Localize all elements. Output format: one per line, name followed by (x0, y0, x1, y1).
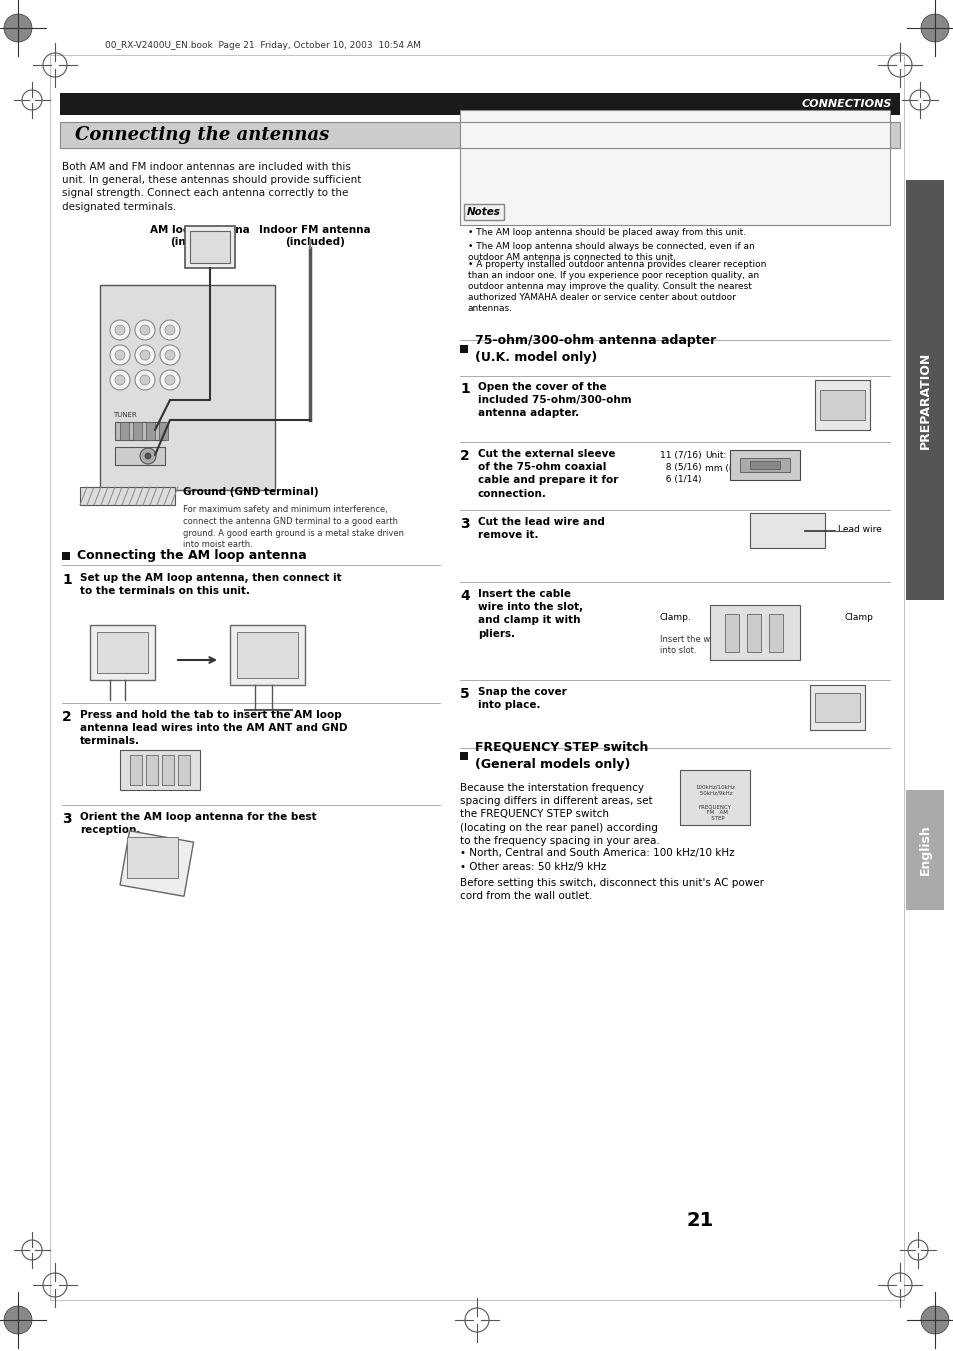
Text: • The AM loop antenna should be placed away from this unit.: • The AM loop antenna should be placed a… (468, 228, 745, 236)
Bar (749, 513, 824, 549)
Bar (905, 790, 943, 911)
Text: 75-ohm/300-ohm antenna adapter
(U.K. model only): 75-ohm/300-ohm antenna adapter (U.K. mod… (475, 334, 716, 363)
Text: FM ANT: FM ANT (118, 454, 138, 459)
Bar (146, 755, 158, 785)
Circle shape (115, 350, 125, 359)
Bar (132, 422, 142, 440)
Bar (115, 422, 165, 440)
Text: Connecting the antennas: Connecting the antennas (75, 126, 329, 145)
Circle shape (165, 326, 174, 335)
Circle shape (115, 326, 125, 335)
Text: 1: 1 (459, 382, 469, 396)
Text: Insert the cable
wire into the slot,
and clamp it with
pliers.: Insert the cable wire into the slot, and… (477, 589, 582, 639)
Bar (709, 605, 800, 661)
Circle shape (140, 326, 150, 335)
Circle shape (145, 453, 151, 459)
Text: Indoor FM antenna
(included): Indoor FM antenna (included) (259, 226, 371, 247)
Circle shape (135, 320, 154, 340)
Bar (814, 380, 869, 430)
Text: • The AM loop antenna should always be connected, even if an
outdoor AM antenna : • The AM loop antenna should always be c… (468, 242, 754, 262)
Bar (679, 770, 749, 825)
Bar (127, 838, 178, 878)
Circle shape (135, 370, 154, 390)
Text: Insert the wire
into slot.: Insert the wire into slot. (659, 635, 720, 655)
Bar (146, 422, 154, 440)
Text: 5: 5 (459, 688, 469, 701)
Text: Set up the AM loop antenna, then connect it
to the terminals on this unit.: Set up the AM loop antenna, then connect… (80, 573, 341, 596)
Circle shape (160, 320, 180, 340)
Circle shape (115, 376, 125, 385)
Text: 1: 1 (62, 573, 71, 586)
Text: Open the cover of the
included 75-ohm/300-ohm
antenna adapter.: Open the cover of the included 75-ohm/30… (477, 382, 631, 419)
Bar (820, 390, 864, 420)
Circle shape (920, 1306, 948, 1333)
Bar (162, 755, 173, 785)
Circle shape (165, 376, 174, 385)
Circle shape (140, 449, 156, 463)
Bar (120, 831, 193, 896)
Text: PREPARATION: PREPARATION (918, 351, 930, 449)
Text: Clamp.: Clamp. (659, 612, 691, 621)
Bar (809, 685, 864, 730)
Bar (80, 486, 174, 505)
Circle shape (140, 376, 150, 385)
Bar (236, 632, 297, 678)
Circle shape (165, 350, 174, 359)
Bar (746, 613, 760, 653)
Text: Cut the external sleeve
of the 75-ohm coaxial
cable and prepare it for
connectio: Cut the external sleeve of the 75-ohm co… (477, 449, 618, 499)
Text: 11 (7/16)
  8 (5/16)
  6 (1/14): 11 (7/16) 8 (5/16) 6 (1/14) (659, 451, 700, 484)
Bar (120, 750, 200, 790)
Circle shape (135, 345, 154, 365)
Bar (100, 285, 274, 490)
Text: English: English (918, 824, 930, 875)
Text: Before setting this switch, disconnect this unit's AC power
cord from the wall o: Before setting this switch, disconnect t… (459, 878, 763, 901)
Circle shape (110, 345, 130, 365)
Bar (740, 458, 789, 471)
Circle shape (160, 370, 180, 390)
Text: FREQUENCY STEP switch
(General models only): FREQUENCY STEP switch (General models on… (475, 740, 648, 771)
Bar (230, 626, 305, 685)
Text: Ground (GND terminal): Ground (GND terminal) (183, 486, 318, 497)
Bar (749, 461, 780, 469)
Text: 4: 4 (459, 589, 469, 603)
Text: Both AM and FM indoor antennas are included with this
unit. In general, these an: Both AM and FM indoor antennas are inclu… (62, 162, 361, 212)
Bar (60, 122, 899, 149)
Text: Lead wire: Lead wire (837, 526, 881, 535)
Text: • North, Central and South America: 100 kHz/10 kHz: • North, Central and South America: 100 … (459, 848, 734, 858)
Text: 2: 2 (459, 449, 469, 463)
Text: AM loop antenna
(included): AM loop antenna (included) (150, 226, 250, 247)
Text: CONNECTIONS: CONNECTIONS (801, 99, 891, 109)
Bar (97, 632, 148, 673)
Bar (130, 755, 142, 785)
Text: Notes: Notes (467, 207, 500, 218)
Text: GND: GND (137, 428, 150, 434)
Bar (190, 231, 230, 263)
Text: Connecting the AM loop antenna: Connecting the AM loop antenna (77, 550, 307, 562)
Bar (120, 422, 129, 440)
Circle shape (110, 320, 130, 340)
Text: 100kHz/10kHz
 50kHz/9kHz: 100kHz/10kHz 50kHz/9kHz (695, 785, 734, 796)
Text: 21: 21 (685, 1210, 713, 1229)
Circle shape (110, 370, 130, 390)
Text: Snap the cover
into place.: Snap the cover into place. (477, 688, 566, 711)
Bar (90, 626, 154, 680)
Circle shape (920, 14, 948, 42)
Text: FREQUENCY
  FM   AM
   STEP: FREQUENCY FM AM STEP (698, 805, 731, 821)
Bar (459, 345, 468, 353)
Bar (159, 422, 168, 440)
Bar (185, 226, 234, 267)
Text: • A property installed outdoor antenna provides clearer reception
than an indoor: • A property installed outdoor antenna p… (468, 259, 765, 313)
Circle shape (4, 1306, 32, 1333)
Circle shape (160, 345, 180, 365)
Circle shape (4, 14, 32, 42)
Bar (768, 613, 782, 653)
Text: Because the interstation frequency
spacing differs in different areas, set
the F: Because the interstation frequency spaci… (459, 784, 659, 846)
Bar (62, 553, 70, 561)
Bar (60, 122, 899, 149)
Text: Unit:
mm (inch): Unit: mm (inch) (704, 451, 751, 473)
Text: 3: 3 (62, 812, 71, 825)
Circle shape (140, 350, 150, 359)
Bar (463, 204, 503, 220)
Text: For maximum safety and minimum interference,
connect the antenna GND terminal to: For maximum safety and minimum interfere… (183, 505, 403, 550)
Text: Press and hold the tab to insert the AM loop
antenna lead wires into the AM ANT : Press and hold the tab to insert the AM … (80, 711, 347, 746)
